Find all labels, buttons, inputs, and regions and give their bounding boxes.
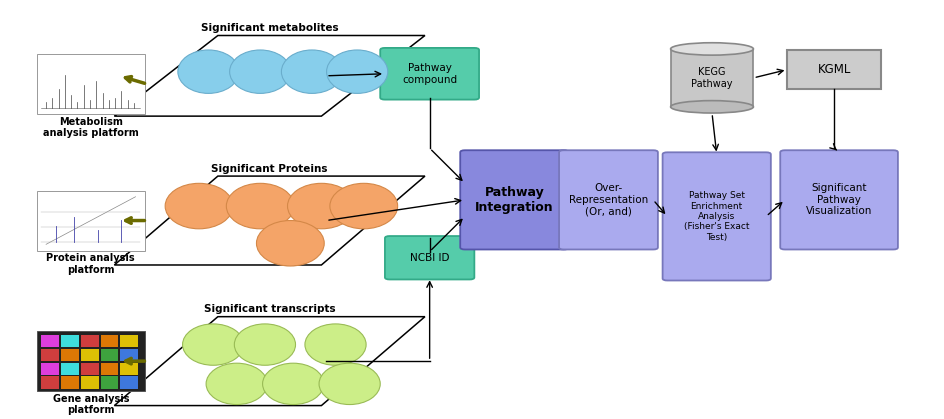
Ellipse shape [281, 50, 343, 93]
Ellipse shape [319, 363, 380, 404]
Bar [81, 335, 99, 347]
Bar [42, 349, 59, 361]
Ellipse shape [234, 324, 295, 365]
Bar [61, 377, 79, 389]
Bar [101, 377, 119, 389]
Bar [81, 377, 99, 389]
Polygon shape [114, 317, 425, 406]
Text: Significant transcripts: Significant transcripts [204, 305, 335, 314]
Text: Significant Proteins: Significant Proteins [211, 164, 328, 174]
Bar [121, 335, 138, 347]
Ellipse shape [165, 184, 233, 229]
Text: Protein analysis
platform: Protein analysis platform [46, 253, 135, 275]
Ellipse shape [177, 50, 239, 93]
Bar [37, 191, 145, 251]
Bar [61, 335, 79, 347]
Polygon shape [114, 36, 425, 116]
Ellipse shape [670, 101, 753, 113]
Text: Significant metabolites: Significant metabolites [201, 23, 339, 33]
Text: NCBI ID: NCBI ID [410, 253, 449, 263]
Polygon shape [114, 176, 425, 265]
FancyBboxPatch shape [781, 150, 898, 249]
Ellipse shape [182, 324, 244, 365]
Bar [121, 349, 138, 361]
Bar [787, 50, 882, 89]
Text: KGML: KGML [818, 63, 851, 76]
Ellipse shape [257, 220, 324, 266]
Bar [670, 49, 753, 107]
Bar [61, 362, 79, 375]
Ellipse shape [288, 184, 355, 229]
Bar [42, 377, 59, 389]
Ellipse shape [206, 363, 267, 404]
Ellipse shape [305, 324, 366, 365]
Bar [81, 362, 99, 375]
Ellipse shape [327, 50, 388, 93]
FancyBboxPatch shape [461, 150, 568, 249]
Text: KEGG
Pathway: KEGG Pathway [691, 67, 733, 89]
Text: Pathway
compound: Pathway compound [402, 63, 457, 85]
Bar [121, 377, 138, 389]
Bar [37, 331, 145, 391]
Bar [42, 362, 59, 375]
Bar [37, 54, 145, 114]
Text: Over-
Representation
(Or, and): Over- Representation (Or, and) [569, 183, 649, 217]
Bar [101, 349, 119, 361]
Ellipse shape [329, 184, 397, 229]
Text: Metabolism
analysis platform: Metabolism analysis platform [42, 117, 139, 138]
Text: Pathway Set
Enrichment
Analysis
(Fisher's Exact
Test): Pathway Set Enrichment Analysis (Fisher'… [684, 191, 750, 242]
Bar [61, 349, 79, 361]
Ellipse shape [262, 363, 324, 404]
Bar [121, 362, 138, 375]
Text: Significant
Pathway
Visualization: Significant Pathway Visualization [806, 183, 872, 217]
FancyBboxPatch shape [385, 236, 474, 279]
Ellipse shape [229, 50, 291, 93]
Ellipse shape [670, 43, 753, 55]
Bar [81, 349, 99, 361]
FancyBboxPatch shape [380, 48, 479, 100]
Bar [42, 335, 59, 347]
Text: Gene analysis
platform: Gene analysis platform [53, 394, 129, 415]
Ellipse shape [227, 184, 295, 229]
FancyBboxPatch shape [663, 153, 771, 280]
Bar [101, 362, 119, 375]
FancyBboxPatch shape [559, 150, 658, 249]
Bar [101, 335, 119, 347]
Text: Pathway
Integration: Pathway Integration [475, 186, 554, 214]
